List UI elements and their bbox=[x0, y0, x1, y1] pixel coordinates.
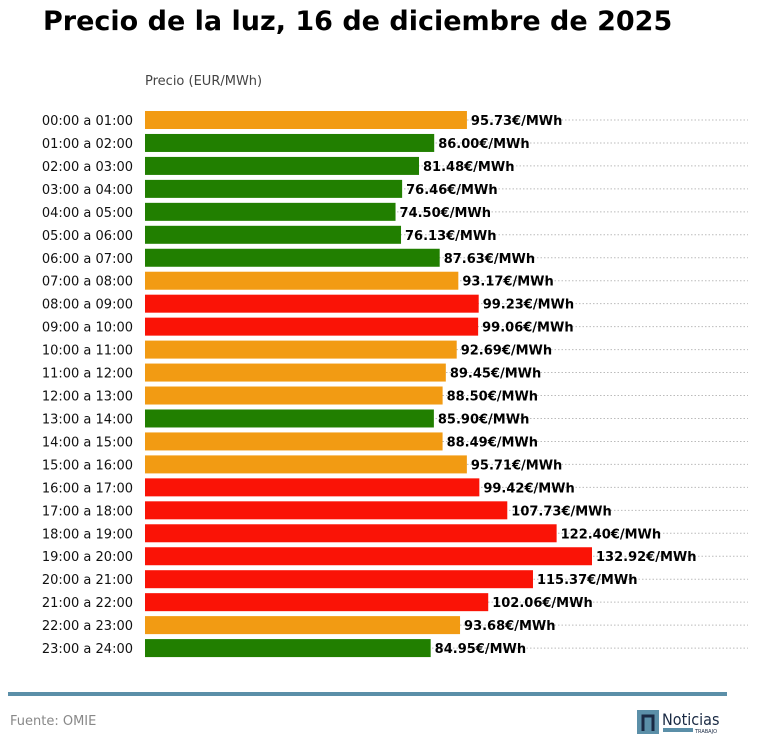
data-label: 87.63€/MWh bbox=[444, 252, 535, 267]
category-label: 10:00 a 11:00 bbox=[42, 344, 133, 359]
category-label: 02:00 a 03:00 bbox=[42, 160, 133, 175]
bar bbox=[145, 524, 557, 543]
category-label: 17:00 a 18:00 bbox=[42, 504, 133, 519]
axis-label: Precio (EUR/MWh) bbox=[145, 74, 263, 89]
source-text: Fuente: OMIE bbox=[10, 714, 97, 729]
data-label: 132.92€/MWh bbox=[596, 550, 697, 565]
category-label: 11:00 a 12:00 bbox=[42, 367, 133, 382]
data-label: 84.95€/MWh bbox=[435, 642, 526, 657]
category-label: 19:00 a 20:00 bbox=[42, 550, 133, 565]
category-label: 13:00 a 14:00 bbox=[42, 412, 133, 427]
category-label: 22:00 a 23:00 bbox=[42, 619, 133, 634]
bar bbox=[145, 317, 479, 336]
bar bbox=[145, 501, 508, 520]
bar bbox=[145, 432, 443, 451]
bar bbox=[145, 179, 403, 198]
category-label: 03:00 a 04:00 bbox=[42, 183, 133, 198]
category-label: 04:00 a 05:00 bbox=[42, 206, 133, 221]
data-label: 93.17€/MWh bbox=[462, 275, 553, 290]
data-label: 95.71€/MWh bbox=[471, 458, 562, 473]
category-label: 14:00 a 15:00 bbox=[42, 435, 133, 450]
category-label: 20:00 a 21:00 bbox=[42, 573, 133, 588]
bar bbox=[145, 478, 480, 497]
category-label: 06:00 a 07:00 bbox=[42, 252, 133, 267]
bar bbox=[145, 409, 434, 428]
bar bbox=[145, 294, 479, 313]
data-label: 99.42€/MWh bbox=[483, 481, 574, 496]
bar bbox=[145, 111, 467, 129]
category-label: 18:00 a 19:00 bbox=[42, 527, 133, 542]
category-label: 07:00 a 08:00 bbox=[42, 275, 133, 290]
category-label: 15:00 a 16:00 bbox=[42, 458, 133, 473]
bar bbox=[145, 639, 431, 658]
bar bbox=[145, 616, 461, 635]
category-label: 23:00 a 24:00 bbox=[42, 642, 133, 657]
bar-chart: 00:00 a 01:00 95.73€/MWh 01:00 a 02:00 86.0… bbox=[42, 111, 748, 658]
data-label: 76.46€/MWh bbox=[406, 183, 497, 198]
bar bbox=[145, 386, 443, 405]
data-label: 102.06€/MWh bbox=[492, 596, 592, 611]
category-label: 00:00 a 01:00 bbox=[42, 114, 133, 129]
category-label: 08:00 a 09:00 bbox=[42, 298, 133, 313]
category-label: 16:00 a 17:00 bbox=[42, 481, 133, 496]
bar bbox=[145, 271, 459, 290]
bar bbox=[145, 570, 533, 589]
category-label: 09:00 a 10:00 bbox=[42, 321, 133, 336]
chart-title: Precio de la luz, 16 de diciembre de 202… bbox=[43, 6, 673, 37]
bar bbox=[145, 340, 457, 359]
svg-text:TRABAJO: TRABAJO bbox=[694, 729, 717, 735]
data-label: 76.13€/MWh bbox=[405, 229, 496, 244]
category-label: 05:00 a 06:00 bbox=[42, 229, 133, 244]
data-label: 85.90€/MWh bbox=[438, 412, 529, 427]
data-label: 74.50€/MWh bbox=[400, 206, 491, 221]
footer-divider bbox=[8, 692, 727, 696]
bar bbox=[145, 547, 592, 566]
data-label: 81.48€/MWh bbox=[423, 160, 514, 175]
bar bbox=[145, 225, 402, 244]
bar bbox=[145, 133, 435, 152]
data-label: 88.50€/MWh bbox=[447, 390, 538, 405]
bar bbox=[145, 593, 489, 612]
data-label: 92.69€/MWh bbox=[461, 344, 552, 359]
category-label: 01:00 a 02:00 bbox=[42, 137, 133, 152]
data-label: 86.00€/MWh bbox=[438, 137, 529, 152]
category-label: 12:00 a 13:00 bbox=[42, 390, 133, 405]
bar bbox=[145, 156, 420, 175]
noticias-trabajo-logo: Noticias TRABAJO bbox=[637, 710, 719, 735]
bar bbox=[145, 363, 446, 382]
data-label: 99.23€/MWh bbox=[483, 298, 574, 313]
data-label: 89.45€/MWh bbox=[450, 367, 541, 382]
data-label: 88.49€/MWh bbox=[447, 435, 538, 450]
svg-text:Noticias: Noticias bbox=[662, 710, 719, 729]
category-label: 21:00 a 22:00 bbox=[42, 596, 133, 611]
bar bbox=[145, 202, 396, 221]
data-label: 122.40€/MWh bbox=[561, 527, 662, 542]
data-label: 95.73€/MWh bbox=[471, 114, 562, 129]
data-label: 99.06€/MWh bbox=[482, 321, 573, 336]
data-label: 115.37€/MWh bbox=[537, 573, 638, 588]
data-label: 93.68€/MWh bbox=[464, 619, 555, 634]
bar bbox=[145, 455, 467, 474]
bar bbox=[145, 248, 440, 267]
data-label: 107.73€/MWh bbox=[511, 504, 612, 519]
